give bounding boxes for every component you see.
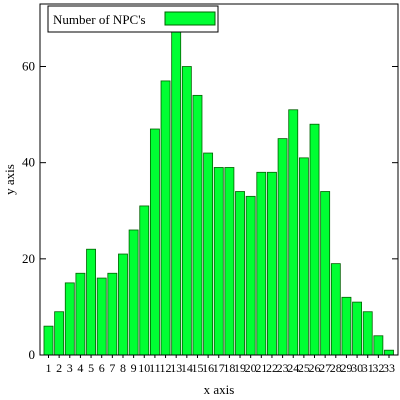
bar-29 xyxy=(341,296,352,356)
y-tick-label: 60 xyxy=(22,59,35,74)
bar-10 xyxy=(139,205,150,356)
y-ticks: 0 20 40 60 xyxy=(22,59,398,362)
bar-2 xyxy=(54,311,65,356)
y-tick-label: 0 xyxy=(29,347,36,362)
x-tick-label: 21 xyxy=(255,361,267,375)
x-tick-label: 33 xyxy=(383,361,395,375)
x-tick-label: 5 xyxy=(88,361,94,375)
x-tick-label: 8 xyxy=(120,361,126,375)
bar-1 xyxy=(43,325,54,356)
bar-3 xyxy=(64,282,75,356)
x-tick-label: 1 xyxy=(46,361,52,375)
y-tick-label: 40 xyxy=(22,155,35,170)
bar-25 xyxy=(298,157,309,356)
y-axis-label: y axis xyxy=(2,164,17,195)
bar-20 xyxy=(245,195,256,356)
bars-group xyxy=(43,18,394,356)
bar-5 xyxy=(86,248,96,356)
bar-24 xyxy=(288,109,299,356)
x-tick-label: 10 xyxy=(138,361,150,375)
x-tick-label: 19 xyxy=(234,361,246,375)
bar-6 xyxy=(96,277,107,356)
bar-8 xyxy=(118,253,128,356)
x-tick-label: 4 xyxy=(77,361,83,375)
bar-28 xyxy=(330,263,341,356)
bar-22 xyxy=(267,171,277,356)
bar-14 xyxy=(181,66,192,356)
x-tick-label: 23 xyxy=(277,361,289,375)
x-tick-label: 9 xyxy=(131,361,137,375)
legend-swatch xyxy=(164,11,216,26)
x-tick-label: 29 xyxy=(340,361,352,375)
x-tick-label: 26 xyxy=(309,361,321,375)
x-tick-label: 30 xyxy=(351,361,363,375)
x-tick-label: 27 xyxy=(319,361,331,375)
x-tick-label: 16 xyxy=(202,361,214,375)
bar-16 xyxy=(203,152,214,356)
legend: Number of NPC's xyxy=(47,5,219,33)
bar-32 xyxy=(373,335,384,356)
bar-26 xyxy=(309,123,320,356)
x-tick-label: 22 xyxy=(266,361,278,375)
x-tick-label: 3 xyxy=(67,361,73,375)
x-tick-label: 20 xyxy=(245,361,257,375)
x-tick-label: 11 xyxy=(149,361,161,375)
bar-12 xyxy=(160,80,171,356)
x-ticks: 1 2 3 4 5 6 7 8 9 1011121314151617181920212223242… xyxy=(46,355,395,375)
x-tick-label: 24 xyxy=(287,361,299,375)
x-tick-label: 14 xyxy=(181,361,193,375)
y-tick-label: 20 xyxy=(22,251,35,266)
bar-11 xyxy=(149,128,160,356)
x-tick-label: 28 xyxy=(330,361,342,375)
x-tick-label: 32 xyxy=(372,361,384,375)
x-axis-label: x axis xyxy=(204,382,235,397)
bar-9 xyxy=(128,229,139,356)
bar-31 xyxy=(362,311,373,356)
bar-30 xyxy=(352,301,362,356)
x-tick-label: 17 xyxy=(213,361,225,375)
x-tick-label: 18 xyxy=(223,361,235,375)
x-tick-label: 25 xyxy=(298,361,310,375)
bar-27 xyxy=(320,191,331,356)
bar-13 xyxy=(171,18,182,356)
bar-4 xyxy=(75,272,86,356)
x-tick-label: 31 xyxy=(362,361,374,375)
x-tick-label: 13 xyxy=(170,361,182,375)
bar-15 xyxy=(192,94,203,356)
bar-21 xyxy=(256,171,267,356)
legend-label: Number of NPC's xyxy=(53,12,146,27)
bar-23 xyxy=(277,138,288,356)
x-tick-label: 2 xyxy=(56,361,62,375)
bar-17 xyxy=(213,167,224,356)
x-tick-label: 15 xyxy=(191,361,203,375)
bar-18 xyxy=(224,167,235,356)
x-tick-label: 12 xyxy=(160,361,172,375)
bar-19 xyxy=(235,191,245,356)
bar-33 xyxy=(384,349,394,356)
x-tick-label: 6 xyxy=(99,361,105,375)
x-tick-label: 7 xyxy=(109,361,115,375)
bar-7 xyxy=(107,272,118,356)
